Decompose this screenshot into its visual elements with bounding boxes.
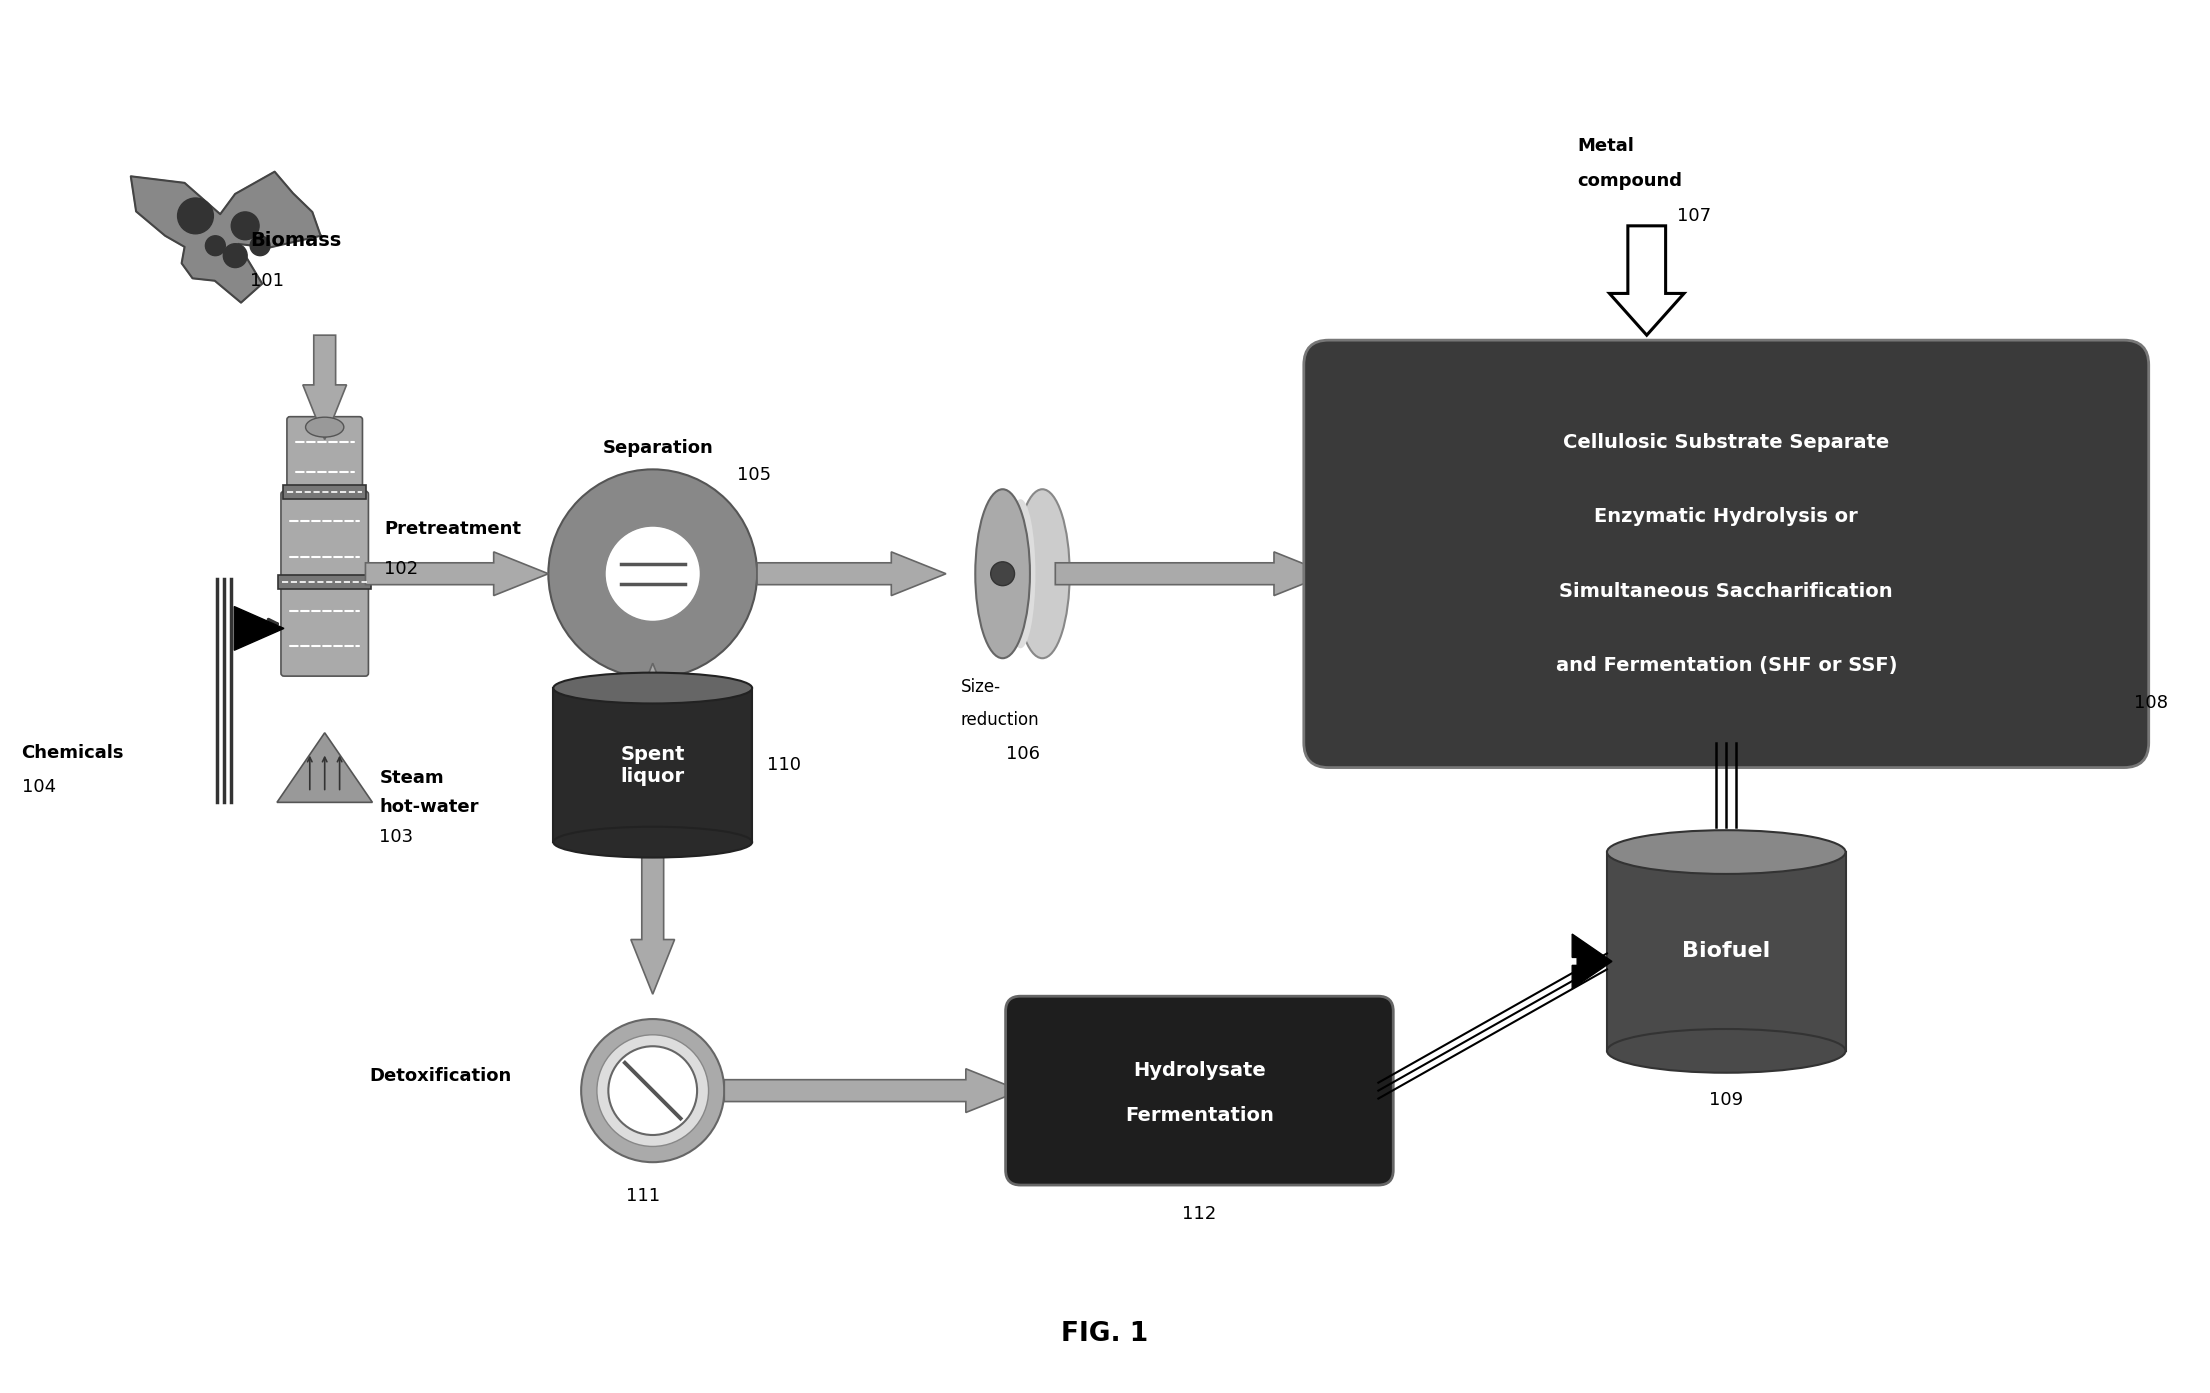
FancyArrow shape bbox=[630, 663, 674, 717]
Text: 105: 105 bbox=[738, 467, 771, 485]
Circle shape bbox=[250, 235, 270, 256]
Polygon shape bbox=[234, 606, 283, 651]
Text: 107: 107 bbox=[1677, 208, 1711, 224]
Text: Steam: Steam bbox=[380, 769, 444, 787]
Text: 109: 109 bbox=[1708, 1091, 1744, 1109]
Ellipse shape bbox=[1607, 1029, 1845, 1073]
Circle shape bbox=[990, 561, 1014, 585]
Text: 110: 110 bbox=[767, 756, 800, 775]
FancyBboxPatch shape bbox=[552, 688, 751, 843]
FancyBboxPatch shape bbox=[1607, 853, 1845, 1050]
FancyArrow shape bbox=[303, 336, 347, 440]
Circle shape bbox=[223, 244, 248, 267]
Text: Simultaneous Saccharification: Simultaneous Saccharification bbox=[1560, 582, 1894, 600]
Ellipse shape bbox=[975, 489, 1030, 659]
Polygon shape bbox=[130, 171, 320, 302]
Text: 111: 111 bbox=[625, 1187, 661, 1205]
Text: Hydrolysate: Hydrolysate bbox=[1134, 1061, 1266, 1080]
FancyBboxPatch shape bbox=[278, 575, 371, 589]
Text: 104: 104 bbox=[22, 779, 55, 797]
Text: Fermentation: Fermentation bbox=[1125, 1106, 1273, 1126]
Ellipse shape bbox=[552, 673, 751, 703]
Circle shape bbox=[548, 469, 758, 678]
Text: 103: 103 bbox=[380, 829, 413, 846]
FancyArrow shape bbox=[1056, 552, 1328, 596]
Circle shape bbox=[608, 1046, 696, 1135]
Text: and Fermentation (SHF or SSF): and Fermentation (SHF or SSF) bbox=[1556, 656, 1896, 676]
Text: 106: 106 bbox=[1006, 745, 1039, 763]
Text: reduction: reduction bbox=[961, 710, 1039, 729]
Text: Spent
liquor: Spent liquor bbox=[621, 745, 685, 786]
Polygon shape bbox=[276, 733, 373, 802]
FancyBboxPatch shape bbox=[1006, 996, 1392, 1185]
FancyArrow shape bbox=[365, 552, 548, 596]
Text: compound: compound bbox=[1578, 173, 1682, 189]
Text: Biomass: Biomass bbox=[250, 231, 340, 251]
FancyBboxPatch shape bbox=[281, 492, 369, 586]
Text: 102: 102 bbox=[385, 560, 418, 578]
Text: Detoxification: Detoxification bbox=[369, 1067, 513, 1085]
FancyArrow shape bbox=[758, 552, 946, 596]
FancyBboxPatch shape bbox=[287, 417, 362, 497]
Text: Cellulosic Substrate Separate: Cellulosic Substrate Separate bbox=[1562, 433, 1890, 451]
Circle shape bbox=[581, 1020, 725, 1162]
FancyBboxPatch shape bbox=[1304, 340, 2148, 768]
FancyBboxPatch shape bbox=[281, 581, 369, 676]
FancyArrow shape bbox=[630, 843, 674, 995]
Text: Biofuel: Biofuel bbox=[1682, 942, 1770, 961]
FancyArrow shape bbox=[1609, 226, 1684, 336]
FancyArrow shape bbox=[1702, 832, 1750, 866]
Circle shape bbox=[206, 235, 225, 256]
Text: FIG. 1: FIG. 1 bbox=[1061, 1321, 1149, 1347]
Text: 108: 108 bbox=[2135, 694, 2168, 712]
Text: Pretreatment: Pretreatment bbox=[385, 520, 522, 538]
Circle shape bbox=[232, 212, 259, 240]
Text: Chemicals: Chemicals bbox=[22, 744, 124, 762]
Ellipse shape bbox=[1014, 489, 1070, 659]
Polygon shape bbox=[290, 428, 360, 495]
FancyArrow shape bbox=[1571, 935, 1611, 989]
Text: Separation: Separation bbox=[603, 439, 714, 457]
Text: 101: 101 bbox=[250, 272, 285, 290]
Ellipse shape bbox=[552, 826, 751, 858]
FancyArrow shape bbox=[725, 1068, 1021, 1113]
Circle shape bbox=[177, 198, 214, 234]
Ellipse shape bbox=[1607, 830, 1845, 873]
Circle shape bbox=[606, 527, 701, 621]
Text: Size-: Size- bbox=[961, 678, 1001, 696]
Text: hot-water: hot-water bbox=[380, 798, 480, 816]
Text: 112: 112 bbox=[1182, 1205, 1216, 1223]
Text: Metal: Metal bbox=[1578, 138, 1633, 155]
FancyBboxPatch shape bbox=[283, 485, 367, 499]
Ellipse shape bbox=[1006, 499, 1036, 648]
Ellipse shape bbox=[305, 417, 345, 437]
Text: Enzymatic Hydrolysis or: Enzymatic Hydrolysis or bbox=[1593, 507, 1859, 527]
Circle shape bbox=[597, 1035, 709, 1146]
